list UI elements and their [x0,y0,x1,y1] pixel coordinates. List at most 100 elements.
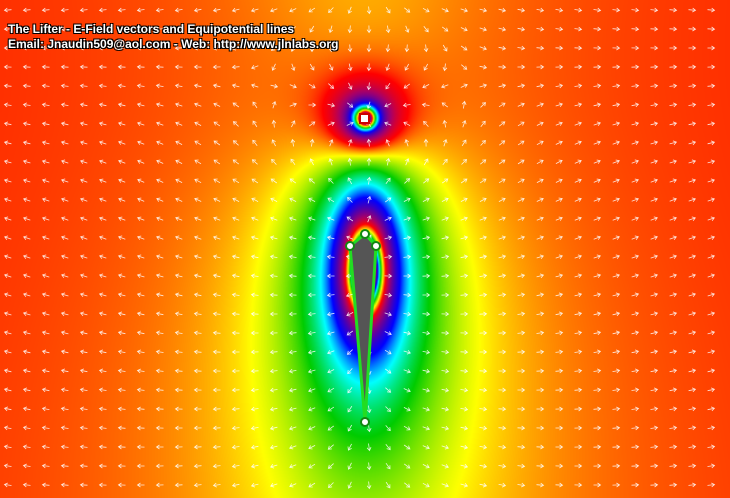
arrow-icon [707,482,716,488]
arrow-icon [117,83,126,89]
arrow-icon [118,178,126,183]
arrow-icon [479,273,488,279]
arrow-icon [385,63,390,71]
arrow-icon [271,158,277,165]
arrow-icon [612,463,621,469]
arrow-icon [98,311,107,317]
arrow-icon [384,254,393,260]
arrow-icon [536,273,545,279]
arrow-icon [593,254,601,259]
arrow-icon [4,292,12,298]
arrow-icon [460,27,468,32]
arrow-icon [631,387,640,393]
arrow-icon [231,330,240,336]
arrow-icon [555,311,564,317]
arrow-icon [80,178,88,183]
arrow-icon [269,425,278,431]
arrow-icon [348,139,353,147]
arrow-icon [669,406,678,412]
arrow-icon [555,463,564,469]
arrow-icon [385,462,391,470]
arrow-icon [403,197,411,202]
arrow-icon [593,83,602,89]
arrow-icon [669,159,677,165]
arrow-icon [232,216,240,221]
arrow-icon [612,273,620,279]
arrow-icon [42,273,50,279]
arrow-icon [231,444,240,450]
arrow-icon [60,463,69,469]
arrow-icon [41,140,50,146]
arrow-icon [23,235,31,240]
arrow-icon [307,292,316,298]
arrow-icon [213,216,221,221]
arrow-icon [22,406,31,412]
arrow-icon [422,368,431,374]
arrow-icon [536,444,545,450]
arrow-icon [460,83,468,88]
arrow-icon [41,349,50,355]
arrow-icon [385,25,391,34]
arrow-icon [194,121,202,126]
arrow-icon [707,140,716,146]
arrow-icon [23,273,31,279]
arrow-icon [156,121,164,126]
arrow-icon [536,463,545,469]
arrow-icon [269,254,278,260]
arrow-icon [462,120,467,128]
arrow-icon [3,387,12,393]
arrow-icon [574,273,583,279]
arrow-icon [289,178,297,184]
arrow-icon [404,482,411,488]
arrow-icon [498,292,507,298]
arrow-icon [79,7,88,13]
arrow-icon [3,463,12,469]
arrow-icon [555,368,564,374]
arrow-icon [269,311,278,317]
arrow-icon [555,273,564,279]
arrow-icon [22,45,31,51]
arrow-icon [555,140,563,145]
arrow-icon [555,425,564,431]
arrow-icon [80,235,88,240]
arrow-icon [498,26,507,32]
arrow-icon [631,254,639,259]
arrow-icon [212,311,221,317]
arrow-icon [79,311,88,317]
arrow-icon [307,311,316,317]
arrow-icon [536,83,545,89]
arrow-icon [117,26,126,32]
arrow-icon [669,292,678,298]
arrow-icon [288,292,297,298]
arrow-icon [403,407,411,412]
arrow-icon [156,254,164,259]
arrow-icon [347,462,352,470]
arrow-icon [403,444,411,450]
arrow-icon [347,368,353,375]
arrow-icon [23,178,31,184]
arrow-icon [650,482,659,488]
arrow-icon [707,349,716,355]
arrow-icon [669,311,678,317]
arrow-icon [251,178,259,184]
arrow-icon [707,121,716,127]
arrow-icon [384,121,392,126]
arrow-icon [688,159,697,165]
arrow-icon [98,292,107,298]
arrow-icon [650,425,659,431]
arrow-icon [403,216,411,221]
arrow-icon [347,44,353,53]
arrow-icon [136,406,145,412]
arrow-icon [612,64,621,70]
arrow-icon [232,235,240,241]
arrow-icon [405,158,410,166]
arrow-icon [22,26,31,32]
arrow-icon [212,349,221,355]
arrow-icon [574,349,583,355]
arrow-icon [707,425,716,431]
arrow-icon [593,235,601,240]
arrow-icon [288,235,297,241]
arrow-icon [650,273,658,279]
arrow-icon [79,444,88,450]
